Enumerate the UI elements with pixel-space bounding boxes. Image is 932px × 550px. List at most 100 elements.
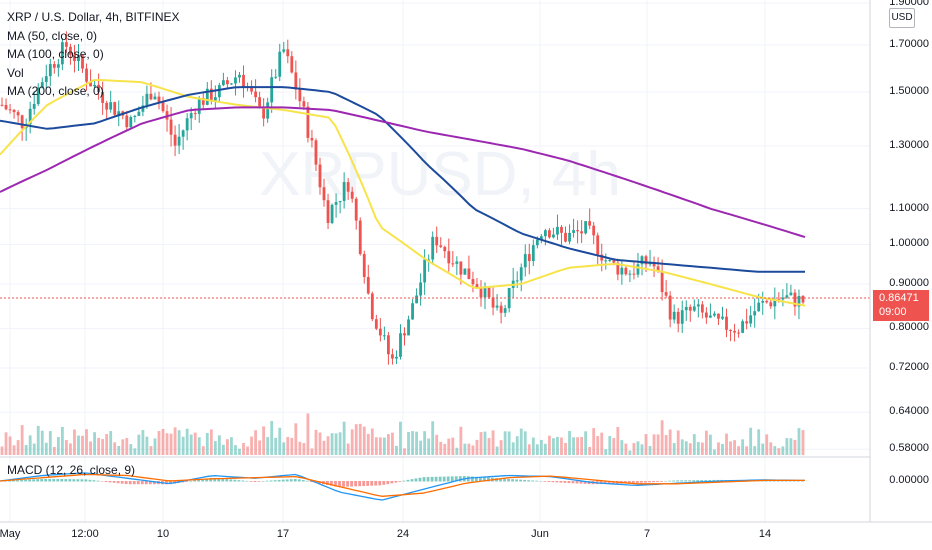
volume-bar [680, 439, 684, 455]
candle-body [370, 293, 374, 320]
volume-bar [318, 432, 322, 455]
volume-bar [443, 443, 447, 455]
candle-body [32, 103, 36, 109]
candle-body [262, 107, 266, 119]
volume-bar [688, 443, 692, 455]
candle-body [539, 236, 543, 240]
volume-bar [564, 442, 567, 455]
macd-histogram-bar [583, 481, 587, 484]
legend-ma200[interactable]: MA (200, close, 0) [7, 84, 104, 98]
volume-bar [56, 437, 60, 455]
candle-body [696, 304, 700, 307]
volume-bar [326, 436, 330, 455]
volume-bar [242, 442, 245, 455]
candle-body [431, 236, 435, 260]
candle-body [704, 312, 708, 318]
candle-body [0, 104, 4, 106]
ma200-line [0, 106, 806, 239]
candle-body [113, 102, 117, 115]
candle-body [713, 313, 716, 316]
candle-body [52, 64, 56, 68]
symbol-title[interactable]: XRP / U.S. Dollar, 4h, BITFINEX [7, 10, 180, 24]
macd-histogram-bar [197, 479, 201, 482]
volume-bar [354, 424, 358, 455]
macd-histogram-bar [607, 481, 611, 484]
macd-histogram-bar [96, 480, 100, 482]
candle-body [620, 267, 624, 275]
volume-bar [632, 443, 636, 455]
volume-bar [213, 441, 217, 455]
currency-button[interactable]: USD [889, 8, 915, 28]
volume-bar [342, 421, 346, 455]
candle-body [660, 271, 664, 293]
candle-body [447, 251, 451, 264]
macd-histogram-bar [273, 480, 277, 482]
volume-bar [495, 446, 499, 455]
candle-body [543, 230, 547, 237]
macd-histogram-bar [503, 478, 506, 482]
macd-histogram-bar [116, 481, 120, 484]
macd-histogram-bar [338, 481, 341, 487]
candle-body [366, 277, 370, 294]
candlesticks[interactable] [0, 31, 805, 365]
volume-bar [20, 425, 24, 455]
macd-histogram-bar [531, 480, 535, 482]
macd-pane[interactable] [0, 472, 805, 501]
legend-volume[interactable]: Vol [7, 65, 24, 80]
legend-ma100[interactable]: MA (100, close, 0) [7, 47, 104, 61]
macd-histogram-bar [704, 480, 708, 482]
macd-histogram-bar [700, 480, 704, 482]
candle-body [717, 313, 720, 319]
macd-histogram-bar [796, 480, 800, 482]
candle-body [624, 267, 628, 275]
candle-body [612, 260, 616, 263]
volume-bar [141, 430, 145, 455]
candle-body [471, 279, 475, 285]
volume-bar [535, 444, 539, 455]
macd-histogram-bar [245, 480, 249, 482]
candle-body [596, 235, 600, 255]
candle-body [652, 261, 656, 267]
legend-macd[interactable]: MACD (12, 26, close, 9) [7, 463, 136, 477]
volume-bar [471, 445, 475, 455]
candle-body [185, 118, 189, 131]
volume-bar [777, 448, 781, 455]
volume-bar [391, 432, 394, 455]
volume-bar [370, 428, 374, 455]
candle-body [177, 136, 181, 146]
volume-bar [177, 430, 181, 455]
volume-bar [121, 439, 125, 455]
macd-histogram-bar [430, 476, 434, 482]
candle-body [105, 102, 109, 110]
candle-body [419, 282, 423, 296]
volume-bar [604, 449, 608, 455]
candle-body [44, 76, 48, 83]
volume-bar [648, 446, 652, 455]
volume-bar [499, 440, 503, 455]
macd-histogram-bar [800, 481, 804, 482]
macd-histogram-bar [293, 478, 297, 482]
volume-bar [334, 433, 338, 455]
macd-histogram-bar [44, 478, 48, 482]
candle-body [282, 49, 286, 52]
macd-histogram-bar [72, 479, 76, 482]
volume-bar [713, 449, 716, 455]
candle-body [765, 300, 769, 303]
candle-body [495, 305, 499, 308]
candle-body [298, 89, 302, 102]
macd-histogram-bar [342, 481, 345, 487]
candle-body [785, 295, 789, 298]
candle-body [125, 115, 129, 128]
candle-body [592, 225, 596, 236]
macd-histogram-bar [696, 480, 700, 482]
candle-body [640, 256, 644, 265]
ma100-line [0, 86, 805, 273]
macd-histogram-bar [350, 481, 353, 487]
volume-bar [330, 433, 334, 455]
volume-bar [519, 428, 523, 455]
macd-tick-label: 0.00000 [889, 474, 929, 486]
legend-ma50[interactable]: MA (50, close, 0) [7, 28, 98, 43]
volume-bar [85, 429, 88, 455]
candle-body [101, 91, 105, 103]
